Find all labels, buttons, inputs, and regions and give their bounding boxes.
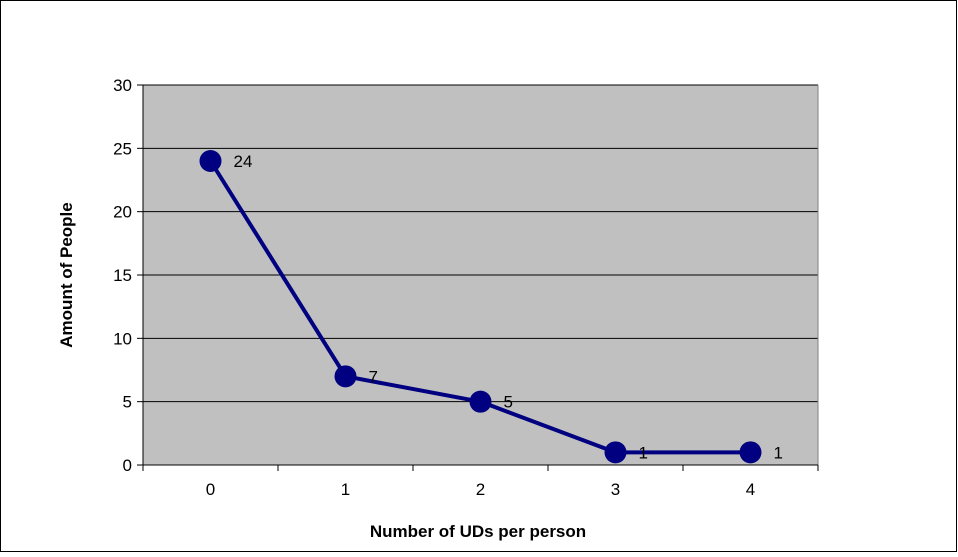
- x-tick-label: 0: [206, 480, 215, 499]
- x-axis-title: Number of UDs per person: [370, 522, 586, 541]
- data-label: 24: [234, 152, 253, 171]
- y-tick-label: 25: [113, 139, 132, 158]
- data-point: [604, 441, 627, 464]
- data-label: 1: [639, 443, 648, 462]
- data-point: [334, 365, 357, 388]
- x-tick-label: 1: [341, 480, 350, 499]
- x-tick-label: 3: [611, 480, 620, 499]
- plot-area: 0 5 10 15 20 25 30 0 1 2 3 4 24 7 5 1 1: [113, 76, 819, 499]
- y-tick-label: 5: [123, 393, 132, 412]
- data-label: 5: [504, 393, 513, 412]
- y-tick-label: 30: [113, 76, 132, 95]
- y-tick-label: 20: [113, 203, 132, 222]
- x-tick-label: 4: [746, 480, 755, 499]
- y-axis-title: Amount of People: [57, 202, 76, 347]
- data-label: 7: [369, 367, 378, 386]
- y-tick-label: 0: [123, 456, 132, 475]
- data-label: 1: [774, 443, 783, 462]
- y-tick-label: 15: [113, 266, 132, 285]
- x-tick-label: 2: [476, 480, 485, 499]
- data-point: [199, 150, 222, 172]
- data-point: [469, 390, 492, 413]
- data-point: [739, 441, 762, 464]
- y-tick-label: 10: [113, 329, 132, 348]
